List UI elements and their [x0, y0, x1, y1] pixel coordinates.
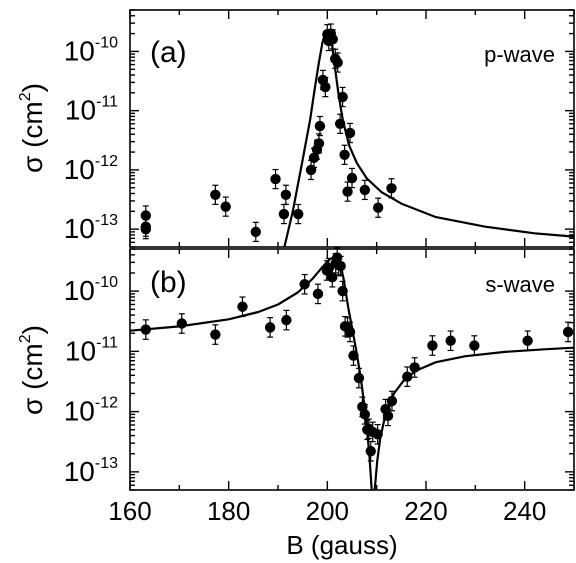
data-point-marker [270, 174, 280, 184]
data-point-marker [409, 362, 419, 372]
data-point-marker [386, 183, 396, 193]
data-point-marker [360, 185, 370, 195]
data-point-marker [563, 327, 573, 337]
data-point-marker [335, 119, 345, 129]
data-point-marker [265, 322, 275, 332]
data-point-marker [210, 190, 220, 200]
data-point-marker [299, 279, 309, 289]
data-point-marker [347, 173, 357, 183]
data-point-marker [373, 203, 383, 213]
x-axis-label: B (gauss) [286, 530, 397, 560]
data-point-marker [337, 286, 347, 296]
data-point-marker [281, 190, 291, 200]
data-point-marker [306, 165, 316, 175]
panel-a-label: (a) [150, 36, 187, 69]
data-point-marker [360, 409, 370, 419]
data-point-marker [313, 289, 323, 299]
data-point-marker [348, 350, 358, 360]
data-point-marker [354, 373, 364, 383]
data-point-marker [281, 315, 291, 325]
data-point-marker [141, 324, 151, 334]
data-point-marker [339, 150, 349, 160]
x-tick-label: 240 [503, 496, 546, 526]
data-point-marker [387, 396, 397, 406]
data-point-marker [314, 138, 324, 148]
data-point-marker [210, 329, 220, 339]
data-point-marker [315, 121, 325, 131]
data-point-marker [445, 336, 455, 346]
data-point-marker [345, 128, 355, 138]
x-tick-label: 220 [404, 496, 447, 526]
data-point-marker [332, 57, 342, 67]
data-point-marker [251, 227, 261, 237]
data-point-marker [366, 446, 376, 456]
panel-a-annotation: p-wave [484, 42, 555, 67]
data-point-marker [177, 318, 187, 328]
data-point-marker [427, 340, 437, 350]
data-point-marker [327, 272, 337, 282]
panel-b-label: (b) [150, 266, 187, 299]
data-point-marker [522, 336, 532, 346]
x-tick-label: 200 [306, 496, 349, 526]
data-point-marker [372, 429, 382, 439]
data-point-marker [328, 34, 338, 44]
data-point-marker [279, 209, 289, 219]
data-point-marker [402, 371, 412, 381]
data-point-marker [337, 92, 347, 102]
data-point-marker [293, 209, 303, 219]
data-point-marker [141, 224, 151, 234]
x-tick-label: 180 [207, 496, 250, 526]
data-point-marker [237, 302, 247, 312]
data-point-marker [345, 327, 355, 337]
data-point-marker [320, 82, 330, 92]
x-tick-label: 160 [108, 496, 151, 526]
data-point-marker [335, 261, 345, 271]
panel-b-annotation: s-wave [485, 272, 555, 297]
data-point-marker [469, 340, 479, 350]
data-point-marker [383, 411, 393, 421]
data-point-marker [221, 201, 231, 211]
